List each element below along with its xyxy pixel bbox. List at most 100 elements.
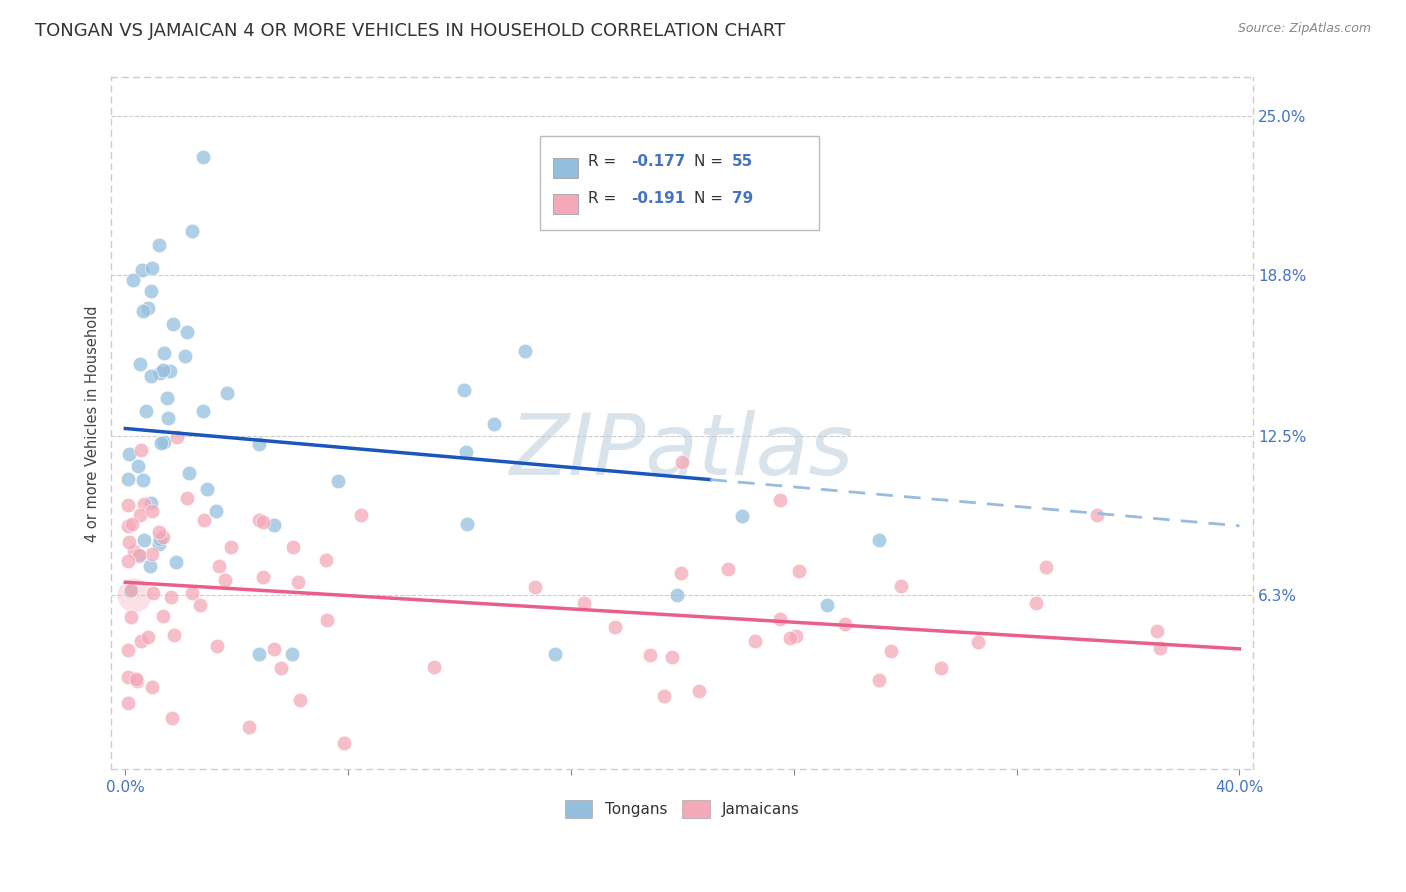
Point bbox=[148, 524, 170, 539]
Text: N =: N = bbox=[693, 154, 728, 169]
Point bbox=[744, 634, 766, 648]
Point bbox=[1035, 560, 1057, 574]
Y-axis label: 4 or more Vehicles in Household: 4 or more Vehicles in Household bbox=[86, 305, 100, 541]
Point bbox=[177, 466, 200, 480]
Point bbox=[688, 684, 710, 698]
Text: 55: 55 bbox=[731, 154, 752, 169]
Point bbox=[214, 573, 236, 587]
Point bbox=[163, 628, 186, 642]
Point bbox=[118, 535, 141, 549]
Point bbox=[193, 150, 215, 164]
Point bbox=[129, 442, 152, 457]
FancyBboxPatch shape bbox=[554, 194, 578, 214]
Point bbox=[152, 530, 174, 544]
Point bbox=[207, 559, 229, 574]
Point bbox=[350, 508, 373, 522]
Point bbox=[221, 540, 243, 554]
Point bbox=[181, 586, 204, 600]
Point bbox=[456, 516, 478, 531]
Point bbox=[513, 343, 536, 358]
Point bbox=[148, 533, 170, 547]
Point bbox=[127, 674, 149, 689]
Point bbox=[117, 519, 139, 533]
Point bbox=[129, 357, 152, 371]
Text: N =: N = bbox=[693, 191, 728, 206]
Point bbox=[136, 301, 159, 315]
Point bbox=[141, 284, 163, 298]
FancyBboxPatch shape bbox=[554, 158, 578, 178]
Text: 79: 79 bbox=[731, 191, 752, 206]
Point bbox=[152, 363, 174, 377]
Point bbox=[281, 647, 304, 661]
Point bbox=[287, 574, 309, 589]
Point bbox=[129, 508, 152, 522]
Point bbox=[176, 491, 198, 506]
Point bbox=[153, 434, 176, 449]
Point bbox=[141, 547, 163, 561]
Point bbox=[247, 513, 270, 527]
Point bbox=[122, 544, 145, 558]
Text: R =: R = bbox=[588, 191, 620, 206]
Point bbox=[139, 495, 162, 509]
Point bbox=[453, 384, 475, 398]
Point bbox=[120, 582, 142, 597]
Point bbox=[117, 472, 139, 486]
Point bbox=[454, 445, 477, 459]
Point bbox=[929, 661, 952, 675]
Point bbox=[769, 493, 792, 508]
Point bbox=[890, 579, 912, 593]
Point bbox=[159, 591, 181, 605]
Point bbox=[149, 366, 172, 380]
Point bbox=[135, 403, 157, 417]
Point bbox=[156, 391, 179, 405]
Point bbox=[247, 437, 270, 451]
Point bbox=[174, 349, 197, 363]
Point bbox=[215, 386, 238, 401]
Point bbox=[131, 262, 153, 277]
Point bbox=[482, 417, 505, 431]
Point bbox=[132, 497, 155, 511]
Point bbox=[834, 616, 856, 631]
Point bbox=[785, 629, 807, 643]
Text: -0.177: -0.177 bbox=[631, 154, 685, 169]
Point bbox=[665, 588, 688, 602]
Point bbox=[270, 661, 292, 675]
Point bbox=[166, 555, 188, 569]
Point bbox=[195, 482, 218, 496]
Point bbox=[127, 459, 149, 474]
Point bbox=[125, 673, 148, 687]
Point bbox=[138, 558, 160, 573]
Point bbox=[731, 509, 754, 524]
Point bbox=[142, 586, 165, 600]
Point bbox=[128, 549, 150, 563]
Point bbox=[132, 303, 155, 318]
Point bbox=[252, 515, 274, 529]
Point bbox=[1025, 596, 1047, 610]
Point bbox=[191, 403, 214, 417]
Point bbox=[263, 642, 285, 657]
Text: -0.191: -0.191 bbox=[631, 191, 685, 206]
FancyBboxPatch shape bbox=[540, 136, 820, 229]
Point bbox=[139, 368, 162, 383]
Point bbox=[166, 430, 188, 444]
Point bbox=[868, 673, 890, 688]
Point bbox=[669, 566, 692, 580]
Point bbox=[316, 613, 339, 627]
Point bbox=[122, 273, 145, 287]
Point bbox=[423, 660, 446, 674]
Point bbox=[117, 696, 139, 710]
Point bbox=[332, 735, 354, 749]
Point bbox=[263, 518, 285, 533]
Point bbox=[117, 643, 139, 657]
Point bbox=[138, 631, 160, 645]
Point bbox=[134, 533, 156, 547]
Point bbox=[315, 553, 337, 567]
Point bbox=[543, 647, 565, 661]
Point bbox=[868, 533, 890, 547]
Point bbox=[117, 498, 139, 512]
Point bbox=[290, 693, 312, 707]
Text: R =: R = bbox=[588, 154, 620, 169]
Point bbox=[176, 326, 198, 340]
Point bbox=[117, 670, 139, 684]
Point bbox=[717, 562, 740, 576]
